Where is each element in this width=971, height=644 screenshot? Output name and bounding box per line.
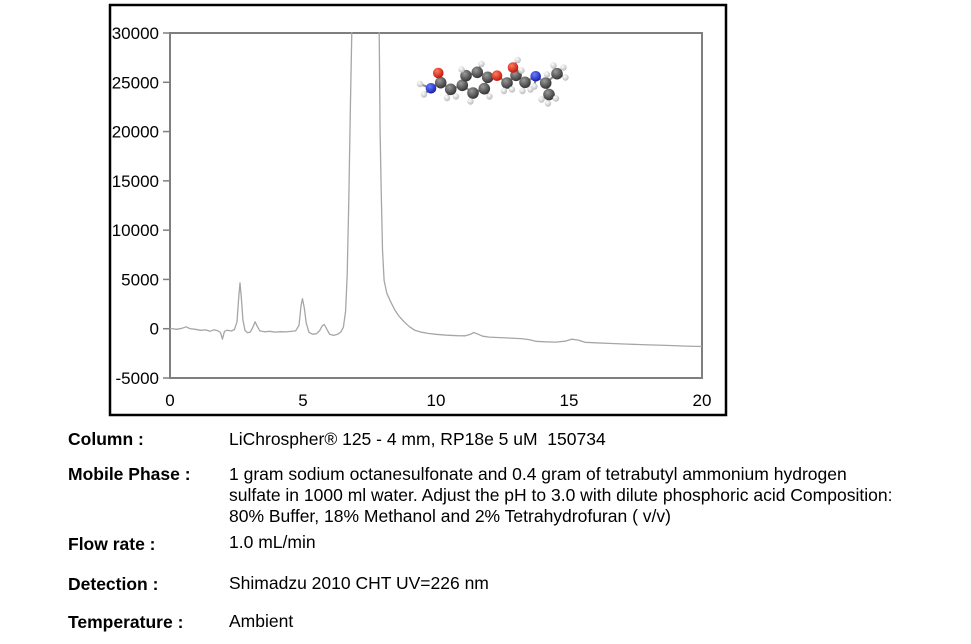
- atom-h: [514, 56, 521, 64]
- svg-text:10: 10: [427, 391, 446, 410]
- atom-h: [550, 62, 557, 69]
- atom-h: [478, 60, 485, 68]
- x-axis: 0 5 10 15 20: [165, 391, 711, 410]
- atom-o: [433, 67, 444, 79]
- atom-h: [467, 98, 474, 105]
- atom-c: [456, 79, 469, 92]
- atom-c: [539, 77, 552, 89]
- detail-value-detection: Shimadzu 2010 CHT UV=226 nm: [229, 573, 489, 593]
- atom-c: [444, 83, 457, 96]
- atom-c: [551, 67, 563, 80]
- atom-h: [543, 71, 551, 78]
- svg-text:0: 0: [165, 391, 174, 410]
- detail-label-detection: Detection :: [68, 574, 159, 594]
- svg-text:30000: 30000: [112, 24, 159, 43]
- svg-text:25000: 25000: [112, 73, 159, 92]
- atom-c: [434, 76, 447, 89]
- detail-label-mobile-phase: Mobile Phase :: [68, 464, 191, 484]
- detail-value-column: LiChrospher® 125 - 4 mm, RP18e 5 uM 1507…: [229, 429, 606, 449]
- svg-text:0: 0: [150, 320, 159, 339]
- svg-text:15: 15: [560, 391, 579, 410]
- atom-h: [560, 64, 567, 71]
- atom-h: [538, 96, 545, 103]
- atom-c: [478, 82, 491, 95]
- atom-c: [519, 76, 531, 89]
- detail-label-temperature: Temperature :: [68, 612, 184, 632]
- molecule-model: [416, 56, 569, 107]
- svg-text:5: 5: [298, 391, 307, 410]
- atom-c: [543, 88, 555, 101]
- svg-text:20000: 20000: [112, 123, 159, 142]
- detail-value-mobile-phase-line3: 80% Buffer, 18% Methanol and 2% Tetrahyd…: [229, 506, 671, 526]
- y-axis: 30000 25000 20000 15000 10000 5000 0 -5000: [112, 24, 170, 388]
- atom-h: [562, 74, 569, 81]
- atom-h: [443, 94, 451, 102]
- atom-o: [491, 70, 503, 81]
- detail-value-mobile-phase-line2: sulfate in 1000 ml water. Adjust the pH …: [229, 485, 893, 505]
- svg-text:-5000: -5000: [116, 369, 159, 388]
- atom-h: [458, 66, 465, 73]
- detail-value-flow-rate: 1.0 mL/min: [229, 532, 316, 552]
- atom-h: [552, 95, 560, 102]
- atom-c: [471, 66, 484, 79]
- atom-n: [425, 83, 437, 94]
- chromatogram-trace: [170, 32, 702, 348]
- plot-area: [169, 32, 703, 379]
- detail-label-column: Column :: [68, 429, 144, 449]
- svg-text:15000: 15000: [112, 172, 159, 191]
- svg-text:10000: 10000: [112, 221, 159, 240]
- atom-h: [500, 87, 508, 95]
- atom-o: [507, 62, 519, 73]
- detail-value-temperature: Ambient: [229, 611, 294, 631]
- atom-h: [544, 100, 552, 107]
- svg-text:20: 20: [693, 391, 712, 410]
- svg-text:5000: 5000: [121, 270, 159, 289]
- atom-c: [501, 77, 513, 89]
- detail-label-flow-rate: Flow rate :: [68, 534, 156, 554]
- detail-value-mobile-phase-line1: 1 gram sodium octanesulfonate and 0.4 gr…: [229, 464, 847, 484]
- atom-c: [460, 69, 472, 82]
- atom-h: [531, 83, 538, 90]
- atom-h: [452, 93, 460, 100]
- atom-h: [416, 80, 424, 88]
- atom-h: [519, 87, 526, 95]
- atom-n: [530, 71, 541, 82]
- atom-h: [420, 91, 428, 98]
- atom-h: [486, 93, 493, 100]
- atom-c: [481, 71, 494, 84]
- atom-h: [508, 86, 516, 93]
- atom-h: [518, 67, 525, 74]
- atom-c: [467, 87, 479, 99]
